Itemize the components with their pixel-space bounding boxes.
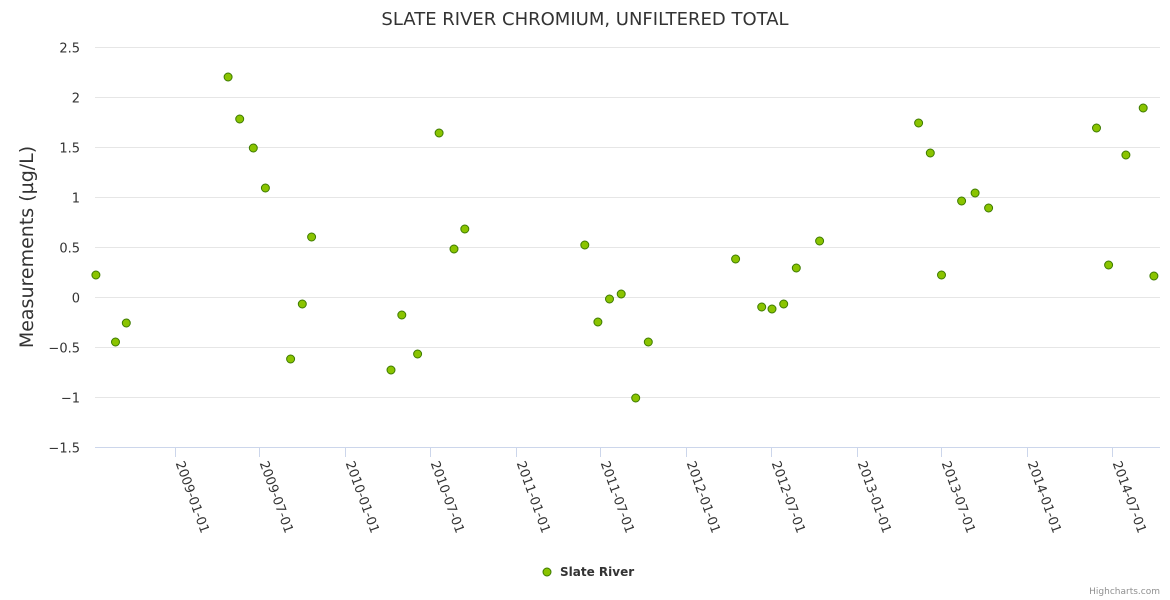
data-point[interactable] bbox=[757, 302, 767, 312]
legend-marker[interactable] bbox=[542, 567, 552, 577]
data-point[interactable] bbox=[925, 148, 935, 158]
data-point[interactable] bbox=[434, 128, 444, 138]
data-point[interactable] bbox=[593, 317, 603, 327]
data-point[interactable] bbox=[235, 114, 245, 124]
y-tick-label: −0.5 bbox=[48, 342, 80, 357]
data-point[interactable] bbox=[449, 244, 459, 254]
data-point[interactable] bbox=[580, 240, 590, 250]
y-axis: 2.5 2 1.5 1 0.5 0 −0.5 −1 −1.5 bbox=[48, 42, 80, 457]
data-point[interactable] bbox=[1121, 150, 1131, 160]
y-tick-label: 2 bbox=[72, 92, 80, 107]
data-point[interactable] bbox=[397, 310, 407, 320]
data-point[interactable] bbox=[1092, 123, 1101, 133]
data-point[interactable] bbox=[248, 143, 258, 153]
legend[interactable]: Slate River bbox=[542, 565, 634, 579]
data-point[interactable] bbox=[937, 270, 946, 280]
data-point[interactable] bbox=[386, 365, 396, 375]
data-point[interactable] bbox=[957, 196, 967, 206]
data-point[interactable] bbox=[731, 254, 741, 264]
data-point[interactable] bbox=[767, 304, 777, 314]
legend-item-slate-river[interactable]: Slate River bbox=[560, 565, 634, 579]
data-point[interactable] bbox=[1138, 103, 1148, 113]
data-point[interactable] bbox=[616, 289, 626, 299]
chart-title: SLATE RIVER CHROMIUM, UNFILTERED TOTAL bbox=[381, 9, 788, 30]
y-tick-label: −1.5 bbox=[48, 442, 80, 457]
y-tick-label: 2.5 bbox=[59, 42, 80, 57]
data-point[interactable] bbox=[1149, 271, 1159, 281]
y-tick-label: 1.5 bbox=[59, 142, 80, 157]
data-point[interactable] bbox=[815, 236, 825, 246]
data-point[interactable] bbox=[260, 183, 270, 193]
y-tick-label: 1 bbox=[72, 192, 80, 207]
data-point[interactable] bbox=[111, 337, 120, 347]
series-slate-river bbox=[91, 72, 1159, 403]
data-point[interactable] bbox=[605, 294, 614, 304]
y-tick-label: 0.5 bbox=[59, 242, 80, 257]
data-point[interactable] bbox=[631, 393, 641, 403]
data-point[interactable] bbox=[914, 118, 924, 128]
credits-link[interactable]: Highcharts.com bbox=[1089, 587, 1160, 597]
data-point[interactable] bbox=[643, 337, 653, 347]
data-point[interactable] bbox=[91, 270, 101, 280]
data-point[interactable] bbox=[970, 188, 980, 198]
data-point[interactable] bbox=[121, 318, 131, 328]
data-point[interactable] bbox=[307, 232, 317, 242]
data-point[interactable] bbox=[1104, 260, 1114, 270]
y-tick-label: −1 bbox=[61, 392, 80, 407]
data-point[interactable] bbox=[286, 354, 296, 364]
data-point[interactable] bbox=[413, 349, 423, 359]
data-point[interactable] bbox=[779, 299, 789, 309]
y-tick-label: 0 bbox=[72, 292, 80, 307]
data-point[interactable] bbox=[984, 203, 994, 213]
data-point[interactable] bbox=[223, 72, 233, 82]
y-axis-title: Measurements (µg/L) bbox=[16, 146, 38, 348]
data-point[interactable] bbox=[297, 299, 307, 309]
data-point[interactable] bbox=[791, 263, 801, 273]
data-point[interactable] bbox=[460, 224, 470, 234]
